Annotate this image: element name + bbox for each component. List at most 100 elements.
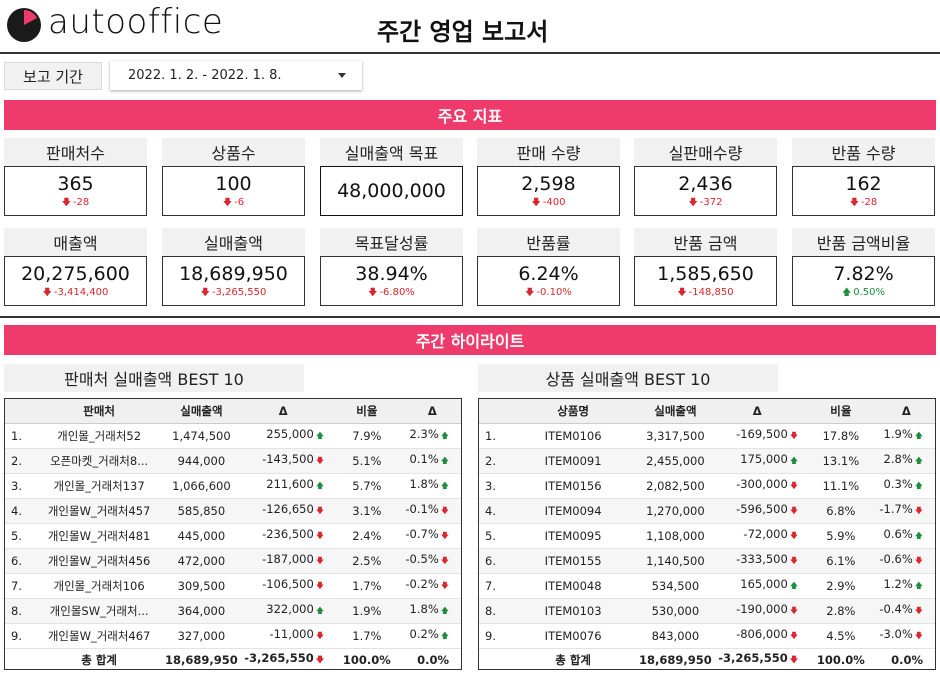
table-row[interactable]: 5. 개인몰W_거래처481 445,000 -236,500 🡇 2.4% -0.7% 🡇 [5, 523, 461, 549]
row-amount: 534,500 [634, 573, 717, 599]
table-row[interactable]: 3. ITEM0156 2,082,500 -300,000 🡇 11.1% 0.3% 🡅 [479, 473, 935, 499]
table-row[interactable]: 9. ITEM0076 843,000 -806,000 🡇 4.5% -3.0% 🡇 [479, 623, 935, 649]
arrow-up-icon: 🡅 [440, 431, 449, 440]
row-ratio: 1.7% [330, 573, 404, 599]
row-delta: -143,500 🡇 [242, 448, 331, 474]
row-ratio: 5.1% [330, 448, 404, 474]
col-header-ratio[interactable]: 비율 [804, 399, 878, 424]
col-header-ratio-delta[interactable]: Δ [403, 399, 461, 424]
kpi-delta-value: -3,265,550 [211, 287, 267, 298]
arrow-down-icon: 🡇 [315, 531, 325, 540]
arrow-up-icon: 🡅 [315, 481, 325, 490]
table-row[interactable]: 6. ITEM0155 1,140,500 -333,500 🡇 6.1% -0.6% 🡇 [479, 548, 935, 574]
table-row[interactable]: 9. 개인몰W_거래처467 327,000 -11,000 🡇 1.7% 0.2% 🡅 [5, 623, 461, 649]
total-ratio: 100.0% [816, 652, 865, 667]
col-header-amount[interactable]: 실매출액 [160, 399, 243, 424]
arrow-up-icon: 🡅 [789, 581, 799, 590]
row-number: 7. [479, 573, 512, 599]
kpi-value: 2,598 [521, 173, 576, 195]
row-ratio: 1.7% [330, 623, 404, 649]
table-row[interactable]: 3. 개인몰_거래처137 1,066,600 211,600 🡅 5.7% 1.8% 🡅 [5, 473, 461, 499]
row-amount: 364,000 [160, 598, 243, 624]
total-ratio: 100.0% [342, 652, 391, 667]
kpi-delta: 🡅 0.50% [842, 287, 885, 299]
row-ratio-delta: 1.2% 🡅 [877, 573, 935, 599]
row-amount: 1,108,000 [634, 523, 717, 549]
col-header-delta[interactable]: Δ [716, 399, 805, 424]
kpi-label: 상품수 [162, 138, 305, 166]
table-row[interactable]: 8. ITEM0103 530,000 -190,000 🡇 2.8% -0.4% 🡇 [479, 598, 935, 624]
table-row[interactable]: 2. 오픈마켓_거래처8... 944,000 -143,500 🡇 5.1% 0.1% 🡅 [5, 448, 461, 474]
section-divider [0, 316, 940, 318]
period-date-range-select[interactable]: 2022. 1. 2. - 2022. 1. 8. [110, 61, 362, 90]
row-delta: -596,500 🡇 [716, 498, 805, 524]
total-amount: 18,689,950 [639, 652, 712, 667]
col-header-ratio-delta[interactable]: Δ [877, 399, 935, 424]
row-name: ITEM0106 [511, 423, 635, 449]
kpi-delta-value: -28 [72, 197, 90, 208]
row-amount: 585,850 [160, 498, 243, 524]
brand-name: autooffice [48, 2, 224, 42]
caret-down-icon [338, 73, 346, 78]
kpi-delta-value: -6 [234, 197, 245, 208]
table-row[interactable]: 7. 개인몰_거래처106 309,500 -106,500 🡇 1.7% -0.2% 🡇 [5, 573, 461, 599]
table-row[interactable]: 4. 개인몰W_거래처457 585,850 -126,650 🡇 3.1% -0.1% 🡇 [5, 498, 461, 524]
row-number: 2. [479, 448, 512, 474]
row-number: 8. [5, 598, 38, 624]
kpi-delta-value: -148,850 [688, 287, 734, 298]
table-row[interactable]: 6. 개인몰W_거래처456 472,000 -187,000 🡇 2.5% -0.5% 🡇 [5, 548, 461, 574]
row-ratio: 7.9% [330, 423, 404, 449]
arrow-down-icon: 🡇 [315, 456, 325, 465]
col-header-amount[interactable]: 실매출액 [634, 399, 717, 424]
row-name: ITEM0155 [511, 548, 635, 574]
kpi-label: 실판매수량 [634, 138, 777, 166]
kpi-delta: 🡇 -6.80% [368, 287, 415, 299]
row-amount: 3,317,500 [634, 423, 717, 449]
highlight-section-banner: 주간 하이라이트 [4, 325, 936, 355]
row-number: 5. [479, 523, 512, 549]
kpi-value: 48,000,000 [337, 180, 446, 202]
row-name: ITEM0156 [511, 473, 635, 499]
arrow-down-icon: 🡇 [525, 288, 535, 298]
table-row[interactable]: 2. ITEM0091 2,455,000 175,000 🡅 13.1% 2.8% 🡅 [479, 448, 935, 474]
table-row[interactable]: 5. ITEM0095 1,108,000 -72,000 🡇 5.9% 0.6% 🡅 [479, 523, 935, 549]
row-delta: -190,000 🡇 [716, 598, 805, 624]
table-row[interactable]: 7. ITEM0048 534,500 165,000 🡅 2.9% 1.2% 🡅 [479, 573, 935, 599]
arrow-down-icon: 🡇 [315, 581, 325, 590]
kpi-label: 반품 금액 [634, 228, 777, 256]
kpi-label: 판매 수량 [477, 138, 620, 166]
col-header-delta[interactable]: Δ [242, 399, 331, 424]
total-delta: -3,265,550 🡇 [244, 651, 325, 666]
kpi-value-box: 2,436 🡇 -372 [634, 166, 777, 216]
row-ratio: 6.8% [804, 498, 878, 524]
col-header-name[interactable]: 상품명 [511, 399, 635, 424]
table-row[interactable]: 1. ITEM0106 3,317,500 -169,500 🡇 17.8% 1.9% 🡅 [479, 423, 935, 449]
row-ratio: 2.8% [804, 598, 878, 624]
col-header-no [5, 399, 38, 424]
table-header-row: 상품명 실매출액 Δ 비율 Δ [479, 399, 935, 424]
row-delta: -806,000 🡇 [716, 623, 805, 649]
table-row[interactable]: 1. 개인몰_거래처52 1,474,500 255,000 🡅 7.9% 2.3% 🡅 [5, 423, 461, 449]
table-row[interactable]: 4. ITEM0094 1,270,000 -596,500 🡇 6.8% -1.7% 🡇 [479, 498, 935, 524]
kpi-label: 판매처수 [4, 138, 147, 166]
kpi-value-box: 18,689,950 🡇 -3,265,550 [162, 256, 305, 306]
col-header-name[interactable]: 판매처 [37, 399, 161, 424]
arrow-down-icon: 🡇 [914, 606, 923, 615]
kpi-value-box: 48,000,000 [320, 166, 463, 216]
row-number: 3. [5, 473, 38, 499]
kpi-delta: 🡇 -148,850 [677, 287, 733, 299]
arrow-down-icon: 🡇 [789, 606, 799, 615]
kpi-value: 365 [57, 173, 94, 195]
col-header-ratio[interactable]: 비율 [330, 399, 404, 424]
arrow-down-icon: 🡇 [61, 198, 71, 208]
row-number: 3. [479, 473, 512, 499]
kpi-card: 판매처수 365 🡇 -28 [4, 138, 147, 216]
arrow-down-icon: 🡇 [440, 556, 449, 565]
kpi-delta-value: 0.50% [853, 287, 886, 298]
kpi-value: 162 [845, 173, 882, 195]
table-row[interactable]: 8. 개인몰SW_거래처... 364,000 322,000 🡅 1.9% 1.8% 🡅 [5, 598, 461, 624]
kpi-card: 상품수 100 🡇 -6 [162, 138, 305, 216]
arrow-up-icon: 🡅 [440, 456, 449, 465]
row-ratio: 13.1% [804, 448, 878, 474]
row-name: 개인몰_거래처137 [37, 473, 161, 499]
